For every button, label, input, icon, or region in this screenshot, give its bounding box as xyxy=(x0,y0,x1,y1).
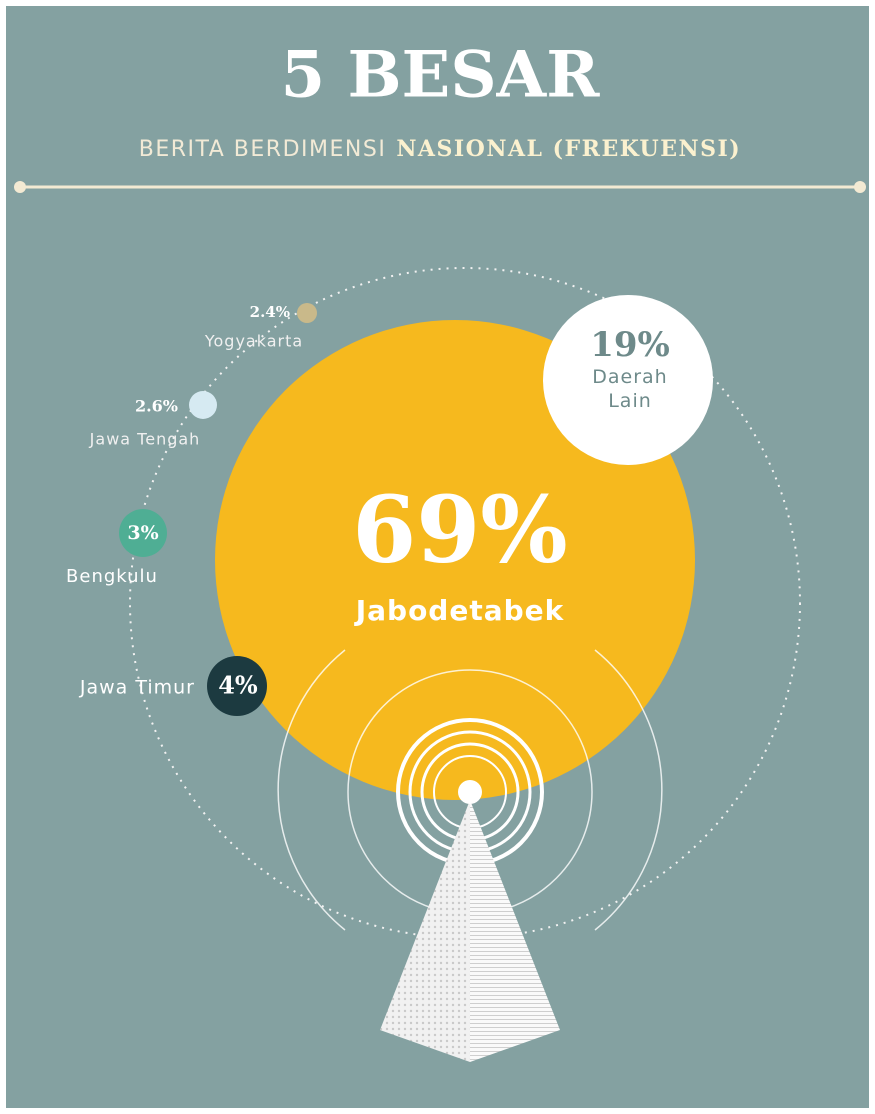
other-label: Daerah Lain xyxy=(585,365,675,413)
jatim-value: 4% xyxy=(218,671,258,700)
main-label: Jabodetabek xyxy=(354,594,565,627)
subtitle: BERITA BERDIMENSI NASIONAL (FREKUENSI) xyxy=(139,136,741,162)
divider-end xyxy=(854,181,866,193)
bengkulu-label: Bengkulu xyxy=(66,566,158,587)
yogya-label: Yogyakarta xyxy=(204,332,303,351)
main-value: 69% xyxy=(352,476,567,584)
bubble-jateng xyxy=(189,391,217,419)
subtitle-bold: NASIONAL (FREKUENSI) xyxy=(396,136,741,162)
infographic: 5 BESAR BERITA BERDIMENSI NASIONAL (FREKU… xyxy=(0,0,875,1114)
jateng-value: 2.6% xyxy=(135,397,178,416)
other-value: 19% xyxy=(590,325,670,365)
bubble-yogya xyxy=(297,303,317,323)
bengkulu-value: 3% xyxy=(127,522,158,544)
jateng-label: Jawa Tengah xyxy=(89,430,201,449)
jatim-label: Jawa Timur xyxy=(79,677,195,699)
title: 5 BESAR xyxy=(281,38,601,113)
yogya-value: 2.4% xyxy=(250,303,290,321)
other-label-box: Daerah Lain xyxy=(570,365,690,425)
tower-tip xyxy=(458,780,482,804)
page: {"header": {"title": "5 BESAR", "subtitl… xyxy=(0,0,875,1114)
divider-end xyxy=(14,181,26,193)
subtitle-plain: BERITA BERDIMENSI xyxy=(139,137,387,162)
